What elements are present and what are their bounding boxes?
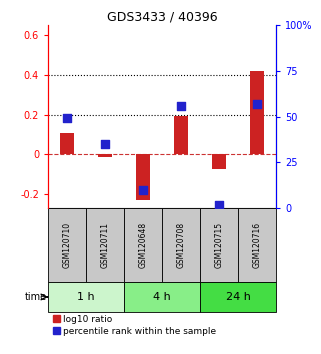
Bar xyxy=(48,282,124,312)
Text: time: time xyxy=(25,292,48,302)
Bar xyxy=(213,154,226,169)
Bar xyxy=(162,208,200,282)
Text: 4 h: 4 h xyxy=(153,292,171,302)
Text: GSM120648: GSM120648 xyxy=(139,222,148,268)
Text: GSM120715: GSM120715 xyxy=(214,222,224,268)
Bar xyxy=(48,208,86,282)
Legend: log10 ratio, percentile rank within the sample: log10 ratio, percentile rank within the … xyxy=(53,315,217,336)
Point xyxy=(255,101,260,107)
Text: GSM120711: GSM120711 xyxy=(100,222,110,268)
Bar xyxy=(86,208,124,282)
Bar xyxy=(60,133,74,154)
Bar xyxy=(238,208,276,282)
Bar xyxy=(136,154,150,200)
Text: GSM120710: GSM120710 xyxy=(63,222,72,268)
Bar xyxy=(124,282,200,312)
Point xyxy=(141,187,146,193)
Text: GSM120716: GSM120716 xyxy=(253,222,262,268)
Point xyxy=(65,115,70,121)
Bar xyxy=(200,282,276,312)
Text: 1 h: 1 h xyxy=(77,292,95,302)
Bar xyxy=(99,154,112,158)
Title: GDS3433 / 40396: GDS3433 / 40396 xyxy=(107,11,217,24)
Point xyxy=(216,202,221,207)
Point xyxy=(178,103,184,108)
Bar xyxy=(174,115,188,154)
Text: 24 h: 24 h xyxy=(226,292,250,302)
Bar xyxy=(250,71,264,154)
Text: GSM120708: GSM120708 xyxy=(177,222,186,268)
Point xyxy=(102,141,108,147)
Bar xyxy=(200,208,238,282)
Bar xyxy=(124,208,162,282)
